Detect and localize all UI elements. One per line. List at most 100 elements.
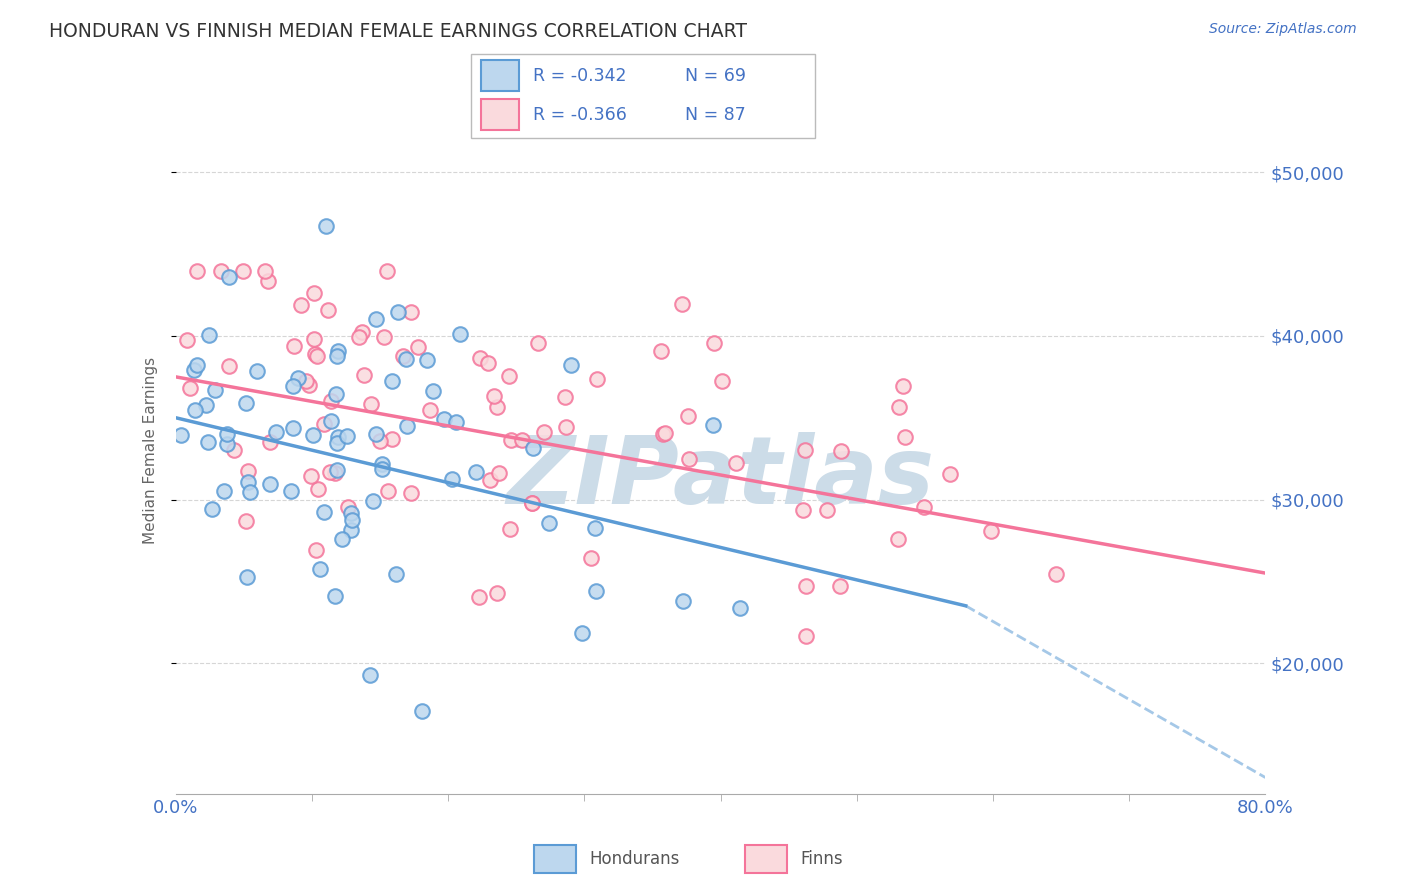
Point <box>794 579 817 593</box>
Point <box>305 349 328 363</box>
Point <box>678 451 700 466</box>
Point <box>527 336 550 351</box>
Point <box>232 263 254 277</box>
Point <box>554 390 576 404</box>
Point <box>395 351 418 366</box>
Point <box>287 371 309 385</box>
Point <box>222 443 245 458</box>
Point <box>499 522 522 536</box>
Point <box>652 426 675 441</box>
Point <box>312 504 335 518</box>
FancyBboxPatch shape <box>481 99 519 130</box>
Text: Hondurans: Hondurans <box>589 849 679 868</box>
Point <box>326 349 349 363</box>
Point <box>336 429 359 443</box>
Point <box>304 347 326 361</box>
Point <box>305 543 328 558</box>
Point <box>239 485 262 500</box>
Point <box>361 493 384 508</box>
Point <box>375 263 398 277</box>
Point <box>468 351 491 365</box>
Point <box>482 389 505 403</box>
Point <box>326 463 349 477</box>
Point <box>406 340 429 354</box>
Point <box>209 263 232 277</box>
Text: HONDURAN VS FINNISH MEDIAN FEMALE EARNINGS CORRELATION CHART: HONDURAN VS FINNISH MEDIAN FEMALE EARNIN… <box>49 22 747 41</box>
Point <box>298 378 321 392</box>
Point <box>218 359 240 373</box>
Text: Source: ZipAtlas.com: Source: ZipAtlas.com <box>1209 22 1357 37</box>
Point <box>183 363 205 377</box>
Point <box>433 412 456 426</box>
Point <box>486 400 509 414</box>
Point <box>312 417 335 432</box>
Point <box>440 471 463 485</box>
Point <box>464 466 486 480</box>
Text: N = 69: N = 69 <box>685 67 745 85</box>
Point <box>323 466 346 480</box>
Point <box>281 379 304 393</box>
Point <box>339 507 361 521</box>
Point <box>381 375 404 389</box>
Point <box>654 425 676 440</box>
Point <box>672 594 695 608</box>
Point <box>302 285 325 300</box>
Point <box>586 372 609 386</box>
Point <box>579 550 602 565</box>
Text: N = 87: N = 87 <box>685 105 745 123</box>
Point <box>340 512 363 526</box>
Point <box>319 393 342 408</box>
Point <box>980 524 1002 539</box>
Point <box>326 436 349 450</box>
Point <box>218 270 240 285</box>
Point <box>184 403 207 417</box>
Point <box>387 305 409 319</box>
Point <box>326 344 349 359</box>
Point <box>488 466 510 480</box>
Point <box>198 327 221 342</box>
FancyBboxPatch shape <box>471 54 815 138</box>
Point <box>319 465 342 479</box>
Point <box>477 356 499 370</box>
Point <box>728 600 751 615</box>
Point <box>195 399 218 413</box>
Point <box>204 384 226 398</box>
Point <box>176 333 198 347</box>
FancyBboxPatch shape <box>534 845 576 872</box>
Point <box>380 432 402 446</box>
Point <box>385 567 408 582</box>
Point <box>373 330 395 344</box>
Point <box>522 496 544 510</box>
Point <box>307 482 329 496</box>
Point <box>571 626 593 640</box>
Point <box>703 336 725 351</box>
Text: Finns: Finns <box>800 849 842 868</box>
Point <box>280 484 302 499</box>
Point <box>368 434 391 449</box>
Point <box>302 333 325 347</box>
Point <box>364 427 387 442</box>
Point <box>830 444 852 458</box>
Point <box>215 426 238 441</box>
Point <box>510 433 533 447</box>
Point <box>315 219 337 233</box>
Point <box>316 302 339 317</box>
Point <box>794 629 817 643</box>
Point <box>197 434 219 449</box>
Point <box>295 375 318 389</box>
Point <box>377 484 399 499</box>
Y-axis label: Median Female Earnings: Median Female Earnings <box>142 357 157 544</box>
Point <box>893 430 915 444</box>
Point <box>246 364 269 378</box>
Point <box>554 420 576 434</box>
Point <box>887 532 910 546</box>
Point <box>217 437 239 451</box>
Point <box>485 586 508 600</box>
Point <box>359 668 381 682</box>
Point <box>395 419 418 434</box>
Point <box>170 427 193 442</box>
Point <box>281 420 304 434</box>
Point <box>583 521 606 535</box>
Point <box>522 442 544 456</box>
Point <box>350 326 373 340</box>
